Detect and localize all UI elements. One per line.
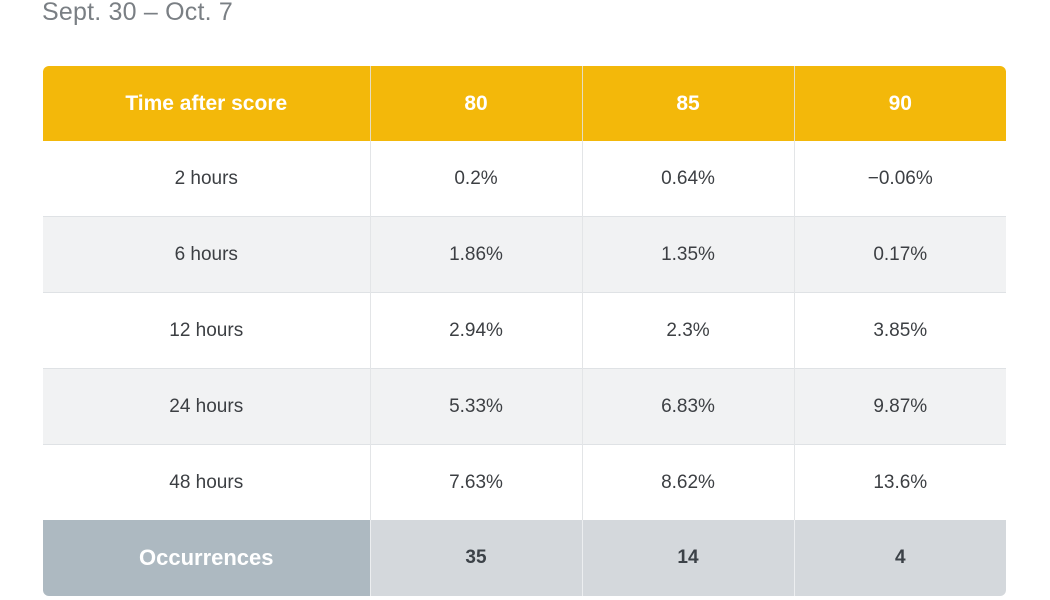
header-cell-time-after-score: Time after score [43,66,370,141]
header-cell-score-85: 85 [581,66,794,141]
row-label-cell: 12 hours [43,292,370,369]
results-table: Time after score 80 85 90 2 hours 0.2% 0… [43,66,1006,596]
row-label-cell: 24 hours [43,368,370,445]
value-cell: −0.06% [793,141,1006,217]
table-row: 6 hours 1.86% 1.35% 0.17% [43,216,1006,293]
row-label-cell: 6 hours [43,216,370,293]
header-cell-score-80: 80 [369,66,582,141]
occurrences-count-cell: 35 [369,520,582,596]
table-header-row: Time after score 80 85 90 [43,66,1006,141]
table-row: 12 hours 2.94% 2.3% 3.85% [43,292,1006,369]
value-cell: 5.33% [369,368,582,445]
occurrences-label-cell: Occurrences [43,520,370,596]
value-cell: 0.17% [793,216,1006,293]
table-footer-row: Occurrences 35 14 4 [43,520,1006,596]
value-cell: 0.64% [581,141,794,217]
row-label-cell: 48 hours [43,444,370,520]
value-cell: 7.63% [369,444,582,520]
value-cell: 6.83% [581,368,794,445]
value-cell: 9.87% [793,368,1006,445]
table-row: 24 hours 5.33% 6.83% 9.87% [43,368,1006,445]
value-cell: 0.2% [369,141,582,217]
value-cell: 2.94% [369,292,582,369]
results-table-container: Time after score 80 85 90 2 hours 0.2% 0… [43,66,1006,596]
value-cell: 8.62% [581,444,794,520]
occurrences-count-cell: 14 [581,520,794,596]
table-row: 2 hours 0.2% 0.64% −0.06% [43,141,1006,217]
value-cell: 2.3% [581,292,794,369]
header-cell-score-90: 90 [793,66,1006,141]
value-cell: 3.85% [793,292,1006,369]
date-range-subtitle: Sept. 30 – Oct. 7 [42,0,234,26]
value-cell: 1.35% [581,216,794,293]
value-cell: 1.86% [369,216,582,293]
table-row: 48 hours 7.63% 8.62% 13.6% [43,444,1006,520]
value-cell: 13.6% [793,444,1006,520]
row-label-cell: 2 hours [43,141,370,217]
occurrences-count-cell: 4 [793,520,1006,596]
